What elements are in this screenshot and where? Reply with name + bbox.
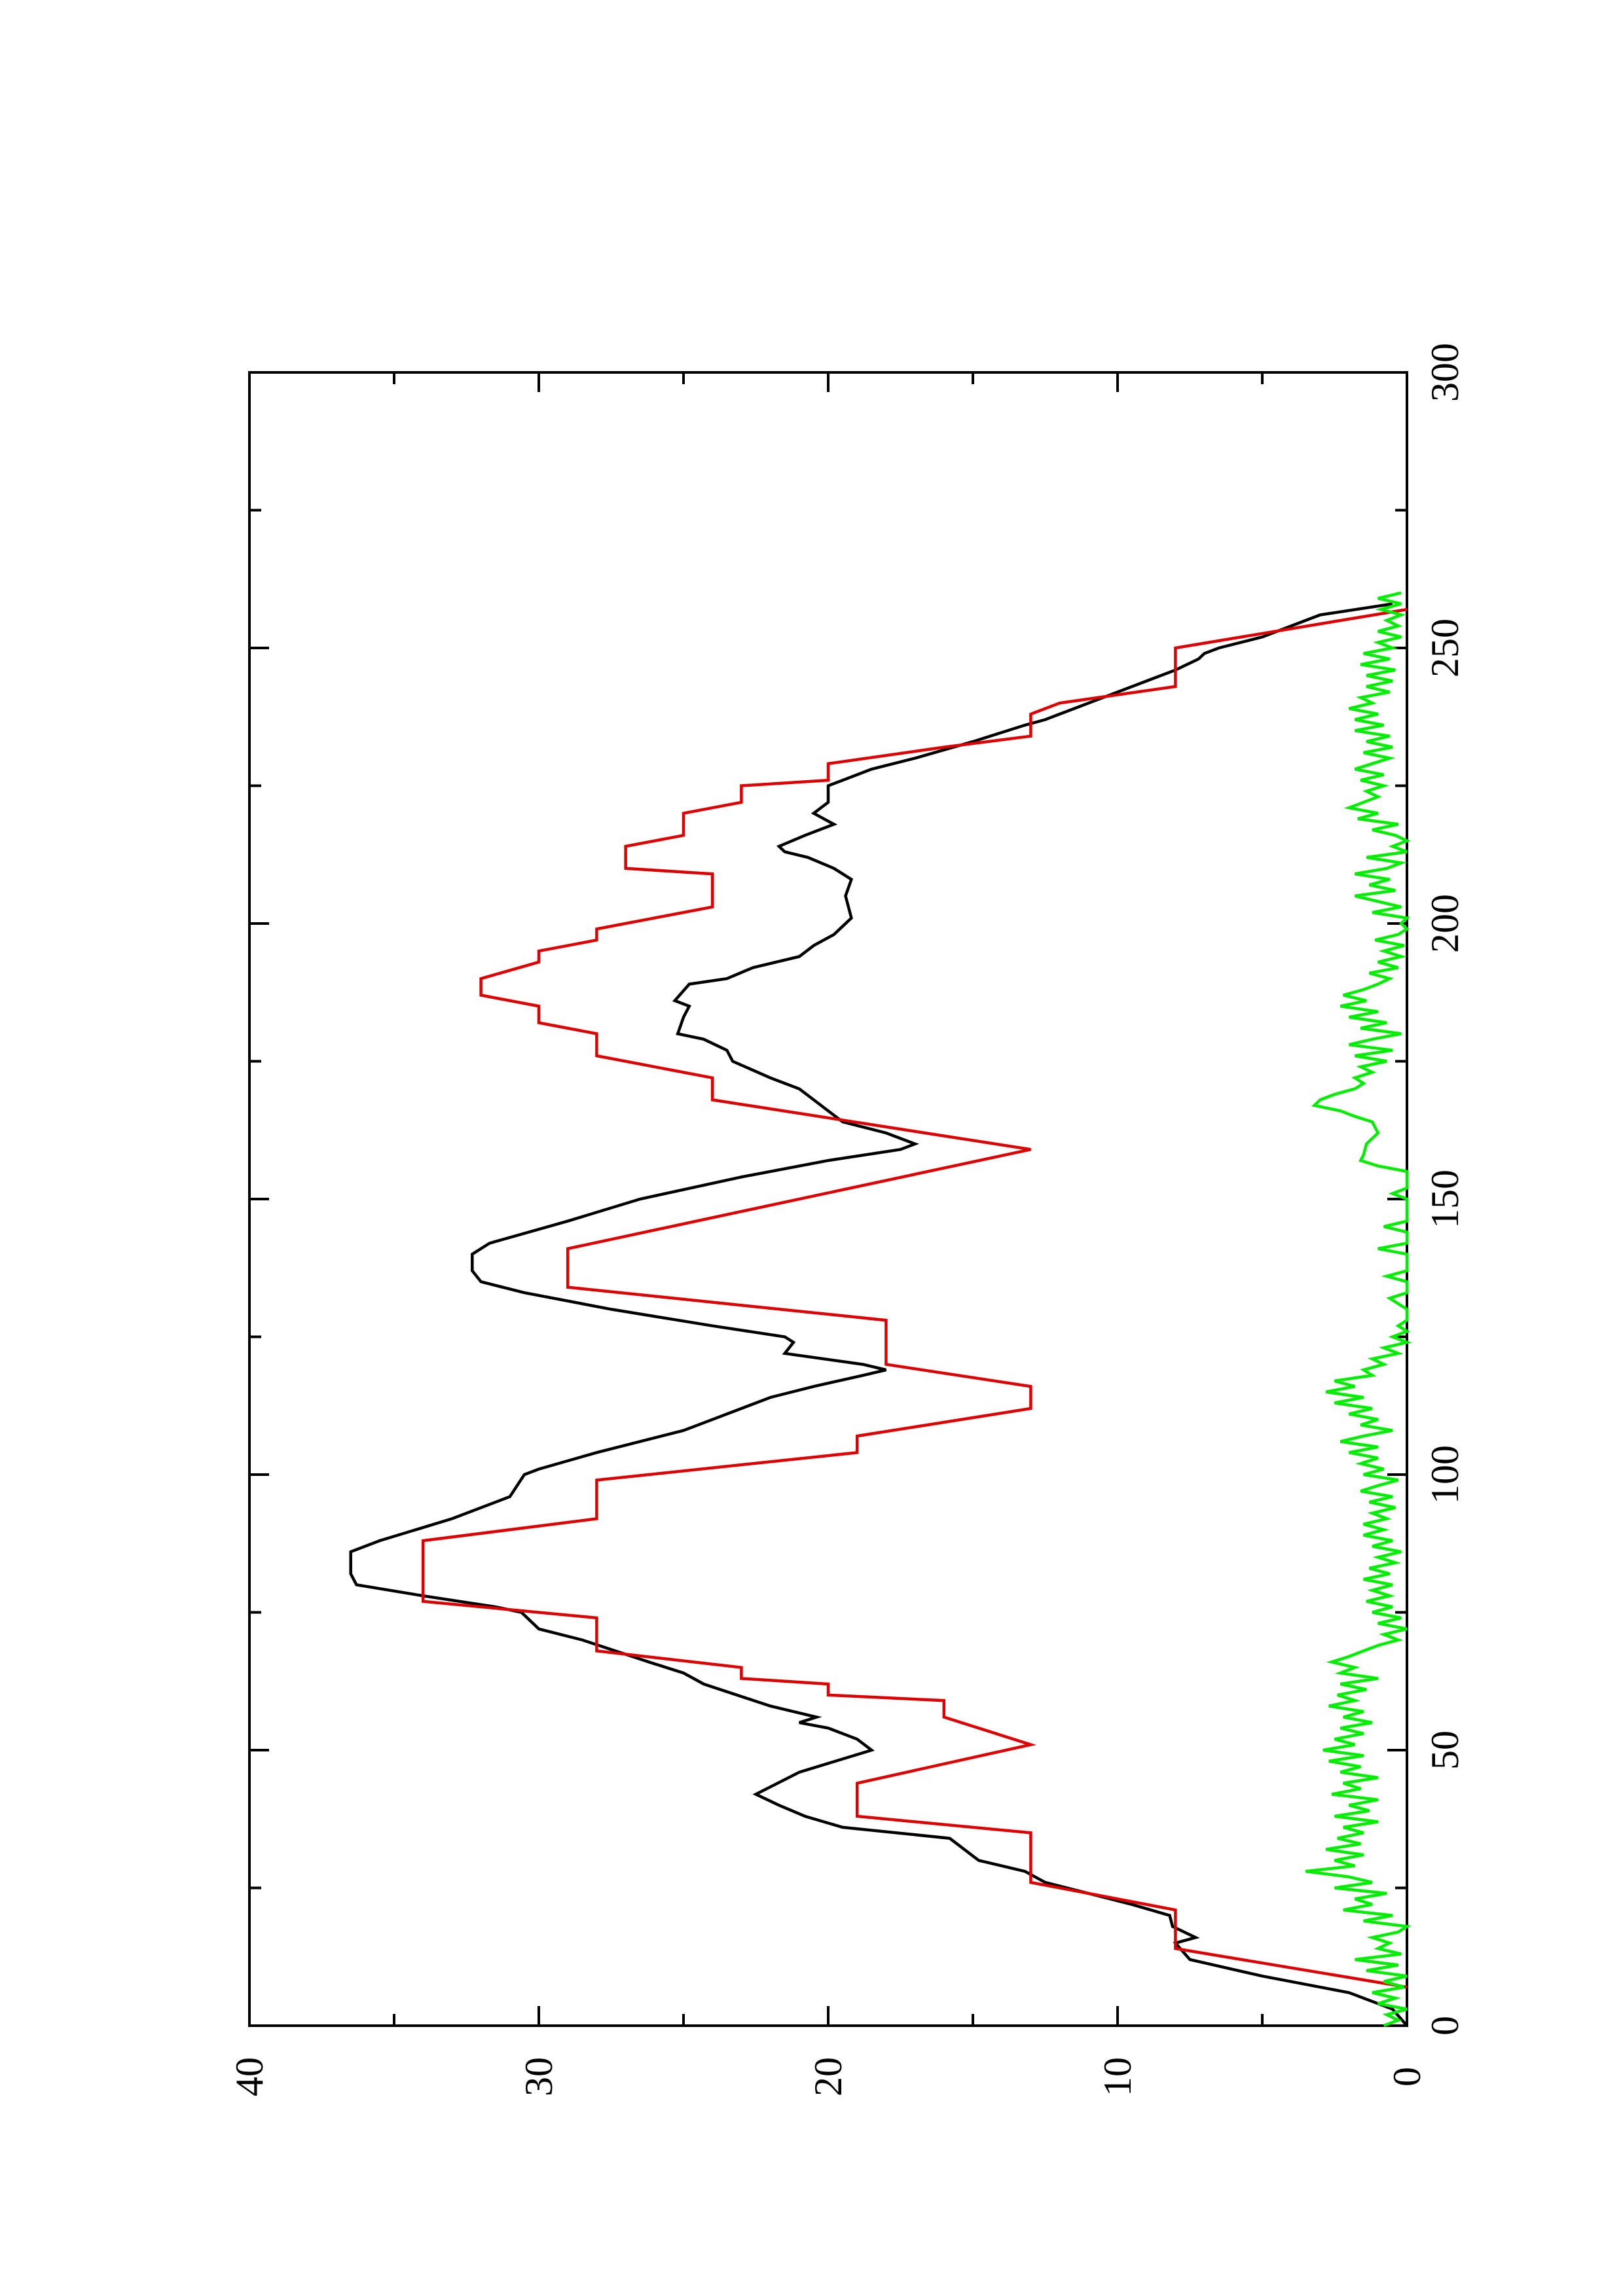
tick-labels: 0 50 100 150 200 250 300 0 10 20 30 40 [228, 343, 1467, 2096]
x-tick-label: 100 [1423, 1445, 1467, 1504]
x-tick-label: 300 [1423, 343, 1467, 402]
y-tick-label: 30 [517, 2057, 560, 2096]
x-tick-label: 150 [1423, 1170, 1467, 1229]
series-line-green [1305, 591, 1412, 2028]
plot-frame [248, 371, 1408, 2027]
series-layer [349, 591, 1412, 2028]
x-tick-label: 0 [1423, 2016, 1467, 2036]
y-tick-label: 20 [807, 2057, 850, 2096]
y-tick-label: 40 [228, 2057, 271, 2096]
series-line-red [421, 607, 1408, 1989]
y-tick-label: 10 [1096, 2057, 1139, 2096]
series-line-black [349, 602, 1408, 2027]
x-tick-label: 200 [1423, 894, 1467, 953]
y-tick-label: 0 [1385, 2067, 1429, 2087]
x-tick-label: 250 [1423, 619, 1467, 677]
axis-ticks [248, 371, 1408, 2027]
x-tick-label: 50 [1423, 1731, 1467, 1770]
